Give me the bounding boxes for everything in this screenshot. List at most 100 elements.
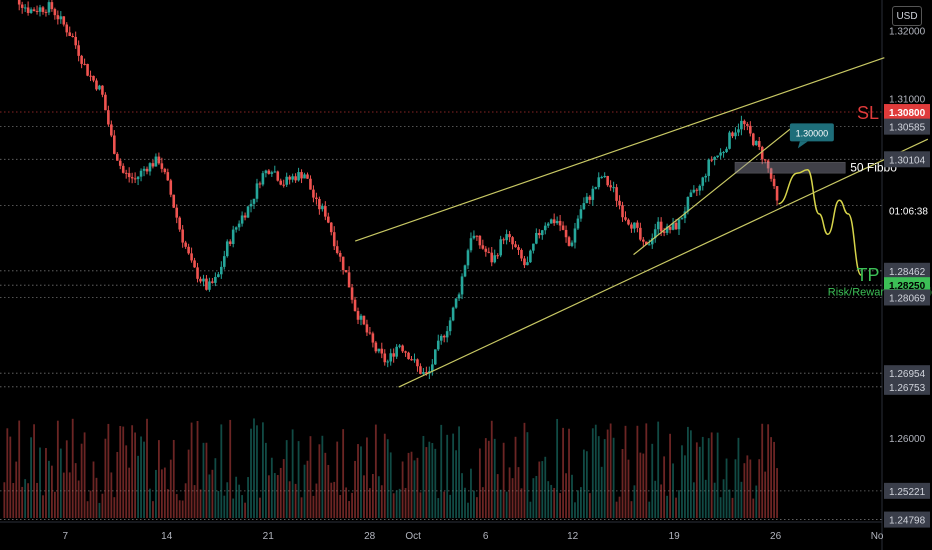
volume-bar <box>731 497 734 518</box>
volume-bar <box>470 468 472 518</box>
volume-bar <box>98 502 101 518</box>
candle-body <box>751 133 755 146</box>
price-tick-label: 1.26000 <box>889 434 926 445</box>
volume-bar <box>660 484 663 518</box>
volume-bar <box>238 484 241 518</box>
candle-body <box>594 187 598 189</box>
candle-body <box>662 231 666 233</box>
volume-bar <box>523 422 526 518</box>
volume-bar <box>758 459 761 518</box>
candle-body <box>395 346 398 357</box>
candle-body <box>193 260 196 268</box>
volume-bar <box>226 482 229 518</box>
volume-bar <box>701 436 704 518</box>
volume-bar <box>110 472 113 518</box>
candle-body <box>110 124 113 136</box>
volume-bar <box>458 426 460 518</box>
candle-body <box>728 132 731 149</box>
volume-bar <box>306 460 309 518</box>
volume-bar <box>202 442 205 518</box>
candle-body <box>653 229 657 239</box>
volume-bar <box>743 463 746 518</box>
volume-bar <box>267 475 270 518</box>
volume-bar <box>505 491 508 518</box>
candle-body <box>707 159 711 176</box>
price-tag-bg <box>884 289 930 306</box>
volume-bar <box>410 451 413 518</box>
volume-bar <box>669 433 671 518</box>
currency-button[interactable]: USD <box>892 6 922 26</box>
candle-body <box>220 266 223 275</box>
candle-body <box>692 189 696 193</box>
volume-bar <box>577 490 579 518</box>
volume-bar <box>636 425 639 518</box>
candle-body <box>121 165 125 173</box>
candle-body <box>639 227 642 240</box>
candle-body <box>680 218 684 220</box>
candle-body <box>436 340 440 350</box>
volume-bar <box>140 436 142 518</box>
candle-body <box>481 245 485 249</box>
volume-bar <box>716 432 719 518</box>
volume-bar <box>517 467 520 518</box>
candle-body <box>315 197 318 200</box>
volume-bar <box>392 493 395 518</box>
volume-bar <box>657 421 660 518</box>
volume-bar <box>59 448 62 518</box>
volume-bar <box>125 445 128 518</box>
fibo-zone <box>734 161 846 174</box>
volume-bar <box>18 420 21 518</box>
volume-bar <box>464 487 466 518</box>
candle-body <box>442 335 446 338</box>
volume-bar <box>303 464 306 518</box>
volume-bar <box>446 434 449 518</box>
candle-body <box>86 63 89 76</box>
candle-body <box>309 178 312 190</box>
volume-bar <box>172 439 175 518</box>
volume-bar <box>178 500 181 518</box>
candle-body <box>612 187 615 189</box>
volume-bar <box>541 461 544 518</box>
candle-body <box>202 278 205 282</box>
candle-body <box>83 63 86 65</box>
volume-bar <box>526 432 529 518</box>
volume-bar <box>654 480 657 518</box>
volume-bar <box>199 489 202 518</box>
candle-body <box>448 320 452 332</box>
candle-body <box>754 141 758 146</box>
candle-body <box>508 234 511 238</box>
candle-body <box>407 352 410 360</box>
candle-body <box>478 235 482 246</box>
candle-body <box>252 198 256 204</box>
volume-bar <box>104 438 107 518</box>
price-tag-label: 1.25221 <box>889 487 926 498</box>
candle-body <box>460 276 464 295</box>
volume-bar <box>612 437 615 518</box>
volume-bar <box>600 466 603 518</box>
candle-body <box>172 194 176 208</box>
volume-bar <box>767 424 770 518</box>
time-tick-label: 12 <box>567 531 579 542</box>
candle-body <box>517 247 520 250</box>
volume-bar <box>443 491 446 518</box>
volume-bar <box>21 486 24 518</box>
candle-body <box>29 9 33 13</box>
candle-body <box>20 4 24 8</box>
volume-bar <box>122 426 125 518</box>
volume-bar <box>9 436 12 518</box>
volume-bar <box>24 479 27 518</box>
price-tag-bg <box>884 262 930 279</box>
candle-body <box>264 170 268 174</box>
candle-body <box>701 177 705 186</box>
volume-bar <box>68 472 71 518</box>
candle-body <box>148 163 152 172</box>
candle-body <box>228 241 232 244</box>
volume-bar <box>214 458 217 518</box>
candle-body <box>389 353 393 362</box>
candle-body <box>71 36 75 38</box>
candle-body <box>41 7 45 12</box>
candle-body <box>163 168 167 173</box>
volume-bar <box>371 474 374 518</box>
volume-bar <box>146 418 148 518</box>
